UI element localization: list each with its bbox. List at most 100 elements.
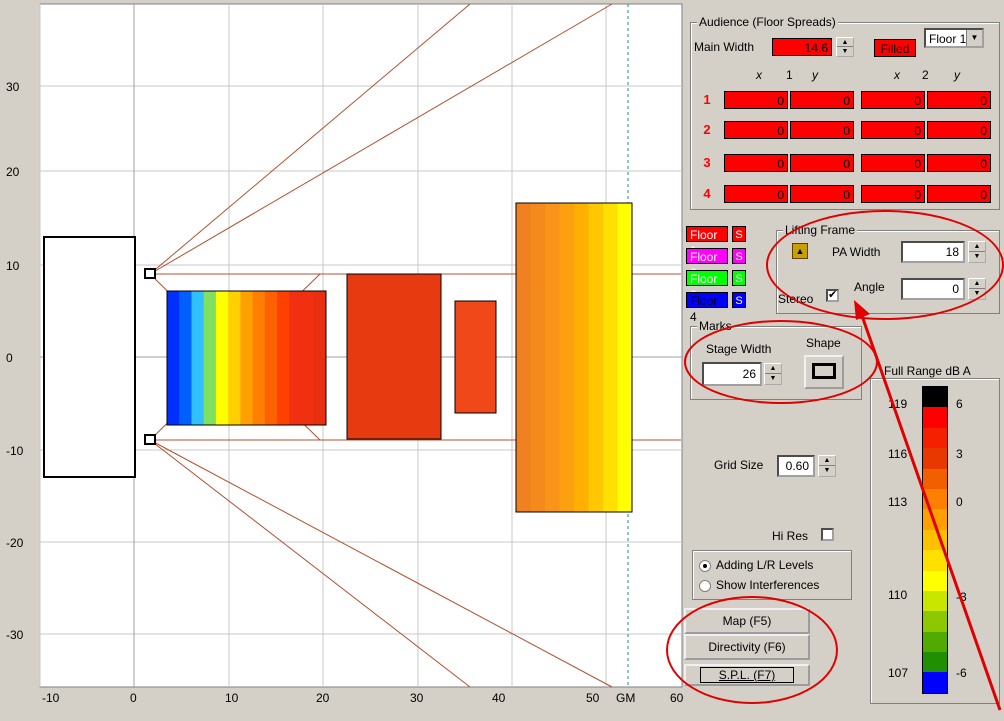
floor-button[interactable]: Floor 3 xyxy=(686,270,728,302)
spl-button[interactable]: S.P.L. (F7) xyxy=(684,664,810,686)
rectangle-shape-icon xyxy=(812,363,836,379)
marks-title: Marks xyxy=(697,319,734,333)
x-axis-labels: -10 0 10 20 30 40 50 GM 60 xyxy=(42,691,684,705)
y-tick-label: -10 xyxy=(6,444,24,458)
audience-zone-4 xyxy=(515,202,633,513)
angle-field[interactable]: 0 xyxy=(901,278,965,300)
y-tick-label: 20 xyxy=(6,165,20,179)
shape-label: Shape xyxy=(806,336,841,350)
x-tick-label: 60 xyxy=(670,691,684,705)
floor-button[interactable]: Floor 1 xyxy=(686,226,728,258)
marks-group: Marks xyxy=(690,319,862,400)
spl-button-label: S.P.L. (F7) xyxy=(699,667,795,683)
pa-width-spinner[interactable]: ▲ ▼ xyxy=(968,241,986,263)
coordinate-field[interactable]: 0 xyxy=(861,154,925,172)
main-width-spinner[interactable]: ▲ ▼ xyxy=(836,37,854,57)
coverage-map[interactable]: 30 20 10 0 -10 -20 -30 -10 0 10 20 30 40 50 GM 60 xyxy=(0,0,684,721)
legend-swatch xyxy=(923,631,947,653)
mode-group xyxy=(692,550,852,600)
floor-solo-button[interactable]: S xyxy=(732,292,746,308)
x-tick-label: 10 xyxy=(225,691,239,705)
annotation-red-arrow xyxy=(854,300,1002,711)
floor-select[interactable]: Floor 1 ▼ xyxy=(924,28,984,48)
radio-adding-levels-label: Adding L/R Levels xyxy=(716,558,814,572)
column-header: y xyxy=(954,68,960,82)
y-tick-label: 10 xyxy=(6,259,20,273)
coordinate-field[interactable]: 0 xyxy=(790,154,854,172)
column-header: 2 xyxy=(922,68,929,82)
coordinate-field[interactable]: 0 xyxy=(724,154,788,172)
x-tick-label: 50 xyxy=(586,691,600,705)
floor-solo-button[interactable]: S xyxy=(732,248,746,264)
audience-zone-2 xyxy=(346,273,442,440)
speaker-icon xyxy=(144,268,156,445)
stereo-checkbox[interactable]: ✔ xyxy=(826,289,839,302)
legend-db-label: 113 xyxy=(888,495,908,509)
floor-button[interactable]: Floor 2 xyxy=(686,248,728,280)
coordinate-field[interactable]: 0 xyxy=(861,185,925,203)
lifting-frame-title: Lifting Frame xyxy=(783,223,858,237)
coordinate-field[interactable]: 0 xyxy=(724,91,788,109)
floor-solo-button[interactable]: S xyxy=(732,270,746,286)
legend-color-bar xyxy=(922,386,948,694)
hi-res-label: Hi Res xyxy=(772,529,809,543)
stage-width-label: Stage Width xyxy=(706,342,772,356)
legend-rel-label: 3 xyxy=(956,447,963,461)
row-label: 3 xyxy=(703,155,711,170)
coordinate-field[interactable]: 0 xyxy=(927,154,991,172)
coordinate-field[interactable]: 0 xyxy=(790,121,854,139)
coordinate-field[interactable]: 0 xyxy=(790,91,854,109)
shape-button[interactable] xyxy=(804,355,844,389)
grid-size-field[interactable]: 0.60 xyxy=(777,455,815,477)
warning-icon[interactable]: ▲ xyxy=(792,243,808,259)
legend-swatch xyxy=(923,611,947,632)
stage-outline xyxy=(43,236,136,478)
floor-button[interactable]: Floor 4 xyxy=(686,292,728,324)
radio-show-interferences-label: Show Interferences xyxy=(716,578,820,592)
coordinate-field[interactable]: 0 xyxy=(790,185,854,203)
legend-rel-label: 6 xyxy=(956,397,963,411)
map-button[interactable]: Map (F5) xyxy=(684,608,810,634)
x-tick-label: -10 xyxy=(42,691,60,705)
coordinate-field[interactable]: 0 xyxy=(861,91,925,109)
legend-swatch xyxy=(923,550,947,571)
x-tick-label: GM xyxy=(616,691,635,705)
x-tick-label: 0 xyxy=(130,691,137,705)
directivity-button[interactable]: Directivity (F6) xyxy=(684,634,810,660)
x-tick-label: 30 xyxy=(410,691,424,705)
coordinate-field[interactable]: 0 xyxy=(927,185,991,203)
coordinate-field[interactable]: 0 xyxy=(724,121,788,139)
x-tick-label: 40 xyxy=(492,691,506,705)
hi-res-checkbox[interactable] xyxy=(821,528,834,541)
legend-swatch xyxy=(923,427,947,449)
stereo-label: Stereo xyxy=(778,292,814,306)
grid-size-label: Grid Size xyxy=(714,458,764,472)
legend-db-label: 110 xyxy=(888,588,908,602)
column-header: 1 xyxy=(786,68,793,82)
coordinate-field[interactable]: 0 xyxy=(861,121,925,139)
legend-swatch xyxy=(923,672,947,693)
legend-swatch xyxy=(923,387,947,408)
radio-show-interferences[interactable] xyxy=(699,580,711,592)
pa-width-field[interactable]: 18 xyxy=(901,241,965,263)
legend-rel-label: 0 xyxy=(956,495,963,509)
angle-spinner[interactable]: ▲ ▼ xyxy=(968,278,986,300)
legend-swatch xyxy=(923,509,947,530)
angle-label: Angle xyxy=(854,280,885,294)
pa-width-label: PA Width xyxy=(832,245,881,259)
column-header: x xyxy=(756,68,762,82)
column-header: x xyxy=(894,68,900,82)
stage-width-field[interactable]: 26 xyxy=(702,362,762,386)
main-width-field[interactable]: 14.6 xyxy=(772,38,832,56)
grid-size-spinner[interactable]: ▲ ▼ xyxy=(818,455,836,477)
coordinate-field[interactable]: 0 xyxy=(724,185,788,203)
coordinate-field[interactable]: 0 xyxy=(927,91,991,109)
radio-adding-levels[interactable] xyxy=(699,560,711,572)
coordinate-field[interactable]: 0 xyxy=(927,121,991,139)
filled-button[interactable]: Filled xyxy=(874,39,916,57)
main-width-label: Main Width xyxy=(694,40,755,54)
audience-group-title: Audience (Floor Spreads) xyxy=(697,15,838,29)
y-tick-label: -30 xyxy=(6,628,24,642)
stage-width-spinner[interactable]: ▲ ▼ xyxy=(764,363,782,385)
floor-solo-button[interactable]: S xyxy=(732,226,746,242)
